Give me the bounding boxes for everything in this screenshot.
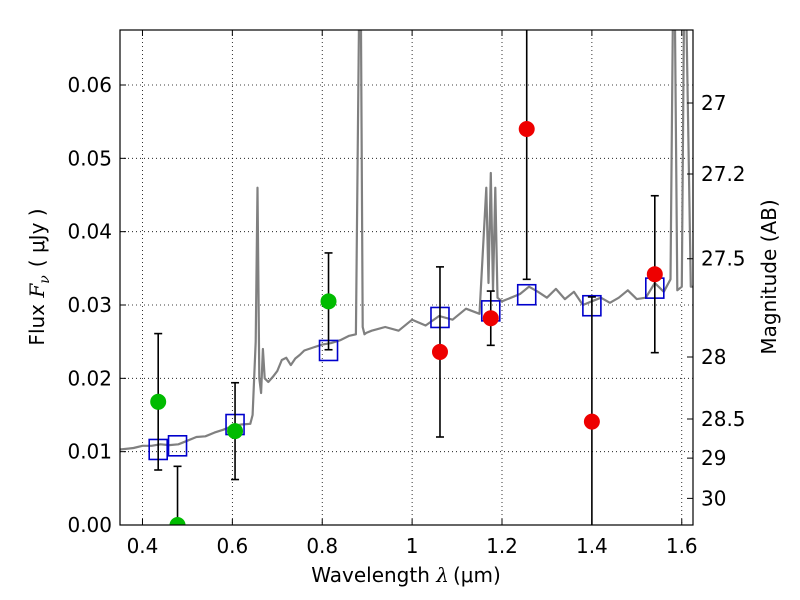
data-point-nir [482,310,499,327]
y-tick-label: 0.00 [67,513,112,537]
y-tick-label: 0.04 [67,220,112,244]
data-point-optical [169,517,186,525]
y-tick-label: 0.01 [67,440,112,464]
data-point-optical [227,423,244,440]
mag-tick-label: 27.5 [701,247,746,271]
x-tick-label: 0.8 [306,534,338,558]
x-axis-label-prefix: Wavelength [311,563,436,587]
mag-tick-label: 28 [701,345,726,369]
data-point-nir [518,121,535,137]
x-tick-label: 1.4 [576,534,608,558]
data-point-optical [150,393,167,410]
model-point [167,434,188,457]
y-tick-label: 0.06 [67,73,112,97]
mag-tick-label: 28.5 [701,407,746,431]
y-tick-label: 0.03 [67,293,112,317]
plot-area [120,30,693,525]
mag-tick-label: 27.2 [701,162,746,186]
mag-tick-label: 29 [701,446,726,470]
y-axis-label-unit: ( μJy ) [25,208,49,267]
model-point [516,283,537,306]
data-point-nir [583,413,600,430]
mag-tick-label: 27 [701,91,726,115]
plot-frame [119,29,694,526]
y-axis-label-prefix: Flux [25,298,49,346]
x-tick-label: 1.6 [666,534,698,558]
data-point-nir [431,343,448,360]
y-axis-label-symbol: F [25,283,49,299]
x-tick-label: 0.4 [127,534,159,558]
x-tick-label: 0.6 [216,534,248,558]
data-point-optical [320,293,337,310]
data-point-nir [646,266,663,283]
axis-ticks: 0.4 0.6 0.8 1 1.2 1.4 1.6 0.00 0.01 0.02 0.03 0.04 0… [67,30,746,558]
x-tick-label: 1.2 [486,534,518,558]
x-axis-label-symbol: λ [435,563,449,587]
y-axis-label: Flux Fν ( μJy ) [25,208,53,345]
x-axis-label-unit: (μm) [453,563,501,587]
x-tick-label: 1 [406,534,419,558]
x-axis-label: Wavelength λ (μm) [311,563,501,587]
y2-axis-label: Magnitude (AB) [757,199,781,354]
y-tick-label: 0.05 [67,146,112,170]
y-axis-label-subscript: ν [37,275,53,284]
y-tick-label: 0.02 [67,366,112,390]
sed-line [120,30,693,451]
mag-tick-label: 30 [701,486,726,510]
